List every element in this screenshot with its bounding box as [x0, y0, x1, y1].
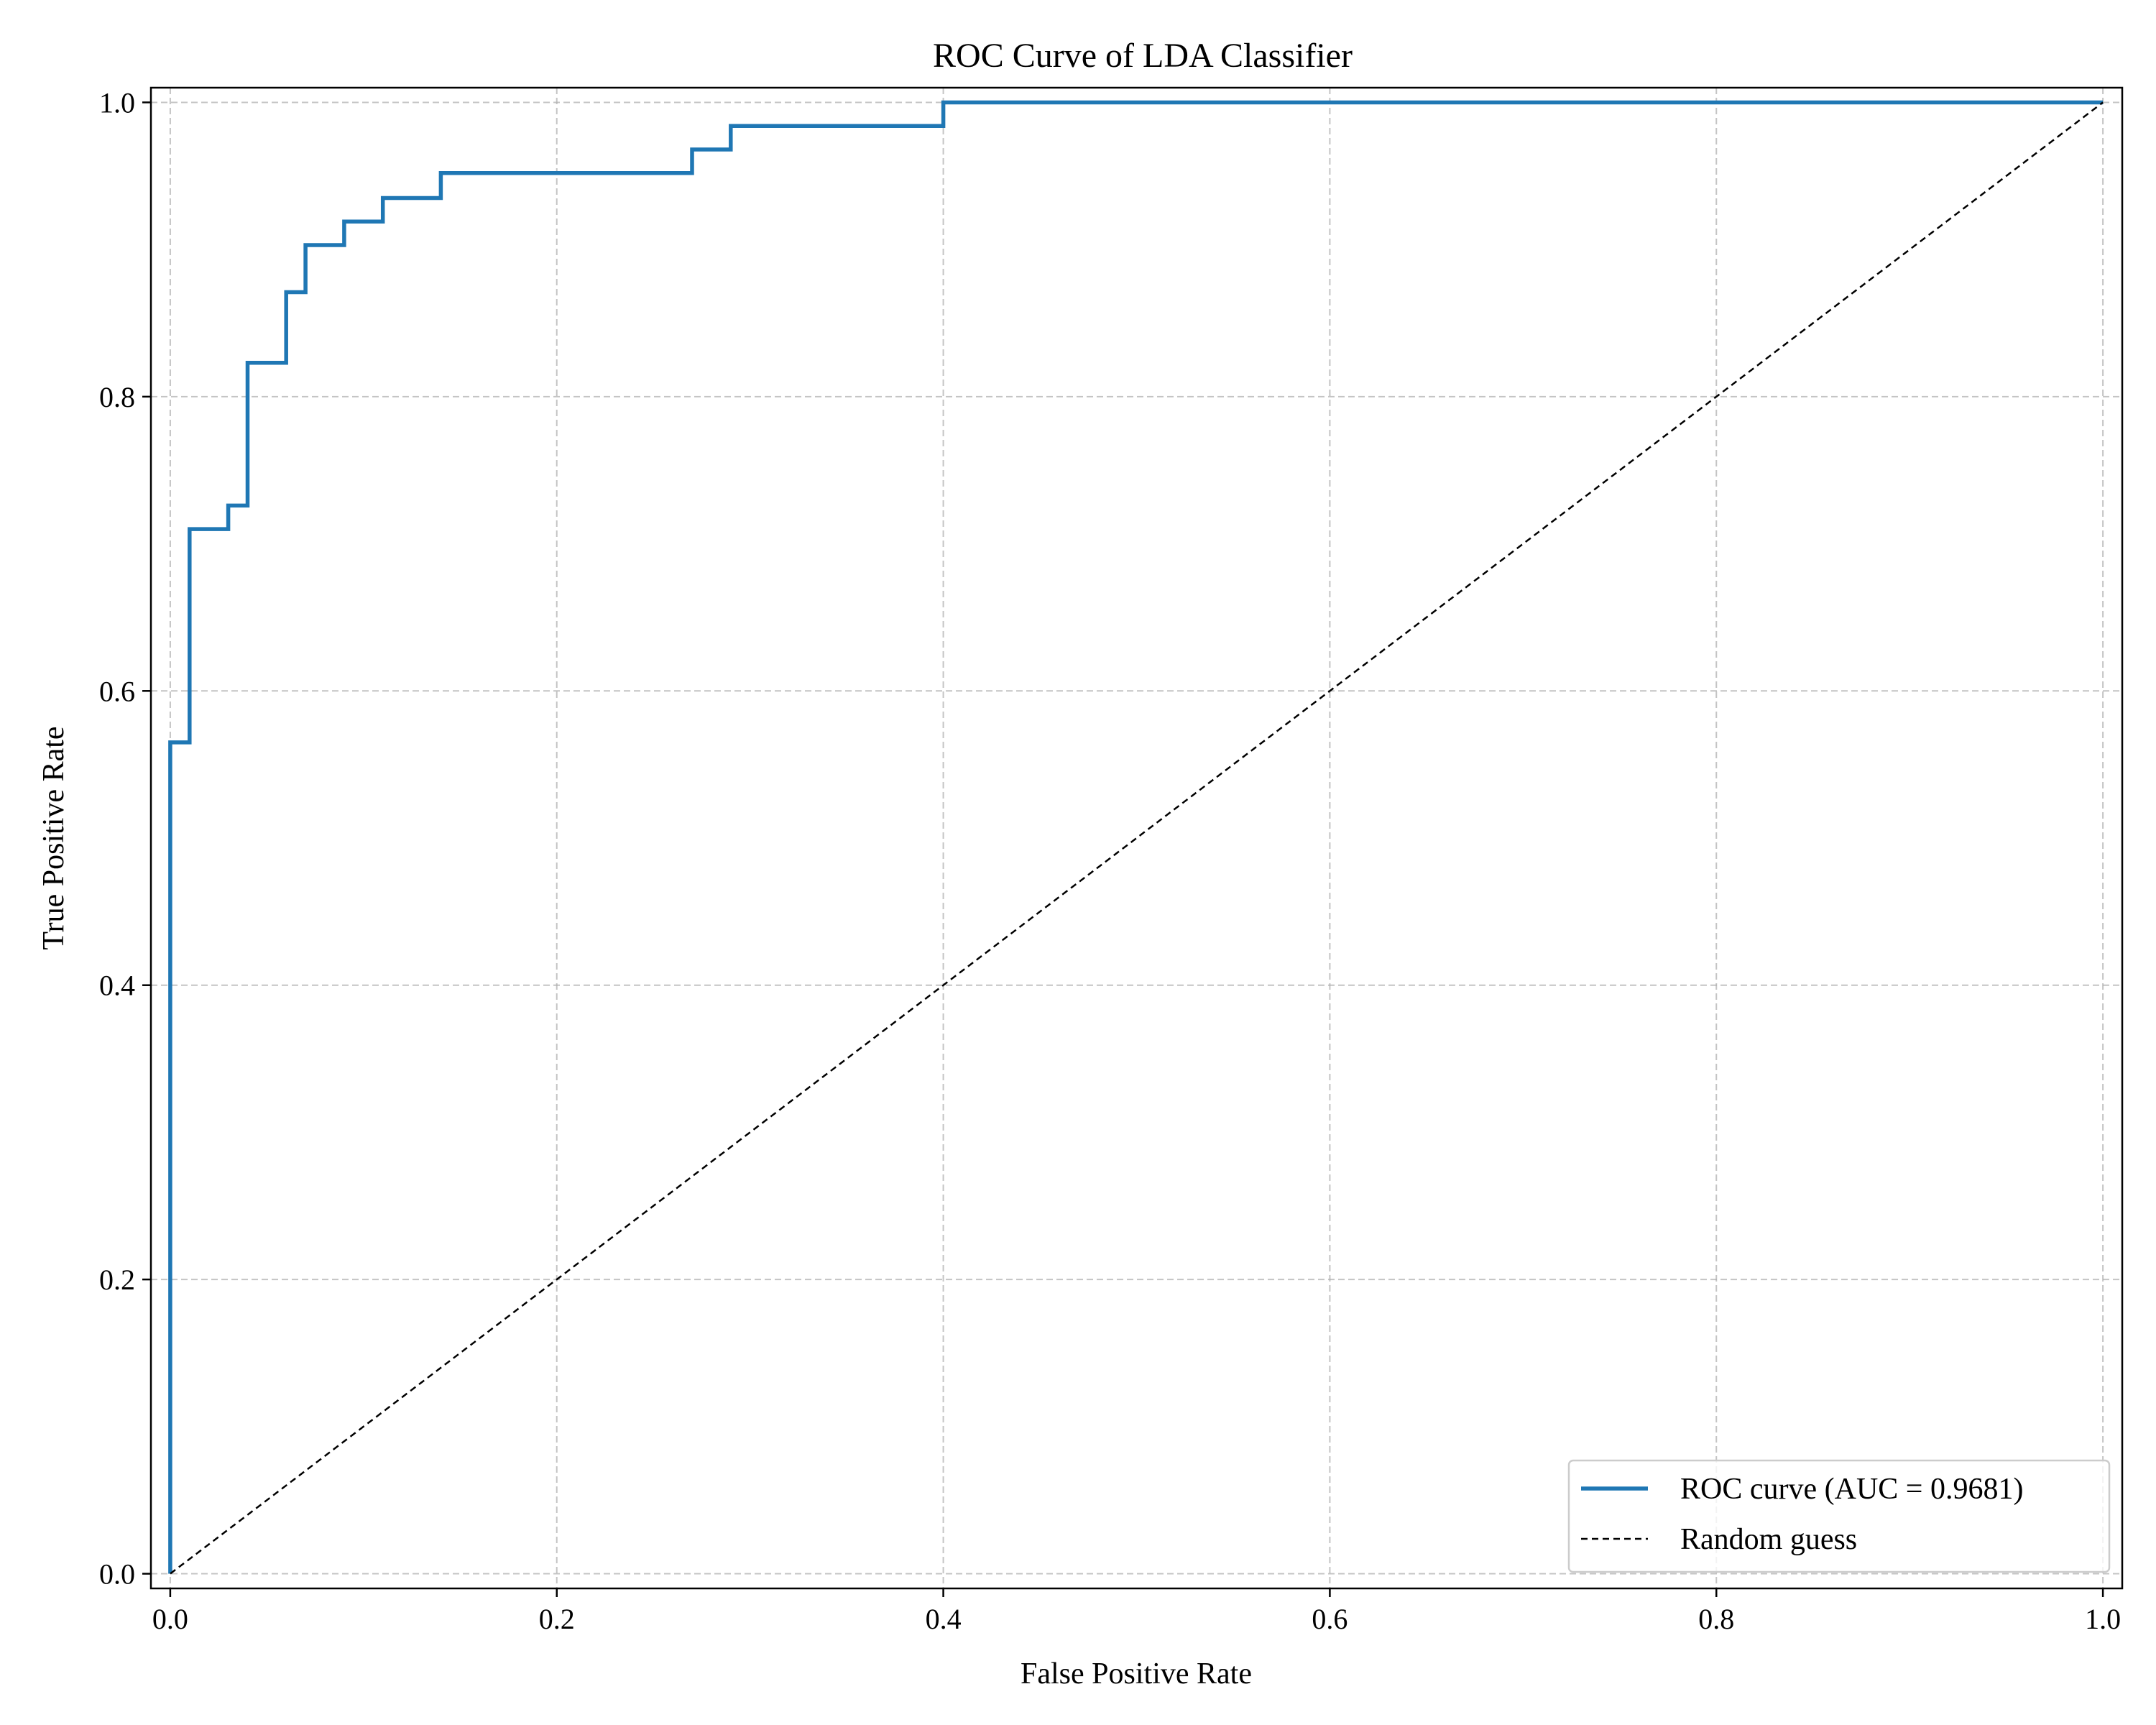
axis-ticks: 0.0 0.2 0.4 0.6 0.8 1.0 0.0 0.2 0.4 0.6 0.8 1.0	[99, 86, 2121, 1635]
x-tick-label: 0.2	[539, 1603, 575, 1635]
x-tick-label: 0.0	[152, 1603, 188, 1635]
x-tick-label: 0.4	[926, 1603, 962, 1635]
x-tick-label: 0.8	[1698, 1603, 1734, 1635]
x-axis-label: False Positive Rate	[1021, 1657, 1252, 1690]
y-tick-label: 0.2	[99, 1264, 135, 1296]
chart-title: ROC Curve of LDA Classifier	[933, 37, 1353, 75]
roc-curve-line	[168, 100, 2104, 1574]
x-tick-label: 0.6	[1312, 1603, 1348, 1635]
x-tick-label: 1.0	[2085, 1603, 2121, 1635]
y-tick-label: 0.4	[99, 970, 135, 1002]
y-tick-label: 0.6	[99, 675, 135, 707]
legend-label-random: Random guess	[1680, 1523, 1857, 1556]
y-tick-label: 0.8	[99, 381, 135, 413]
y-tick-label: 1.0	[99, 86, 135, 119]
y-axis-label: True Positive Rate	[37, 726, 70, 949]
plot-series	[168, 100, 2104, 1575]
legend-box	[1567, 1459, 2111, 1573]
legend-label-roc: ROC curve (AUC = 0.9681)	[1680, 1473, 2023, 1506]
plot-frame	[149, 86, 2124, 1590]
random-guess-line	[170, 101, 2104, 1575]
y-tick-label: 0.0	[99, 1558, 135, 1591]
legend: ROC curve (AUC = 0.9681) Random guess	[1567, 1459, 2111, 1573]
